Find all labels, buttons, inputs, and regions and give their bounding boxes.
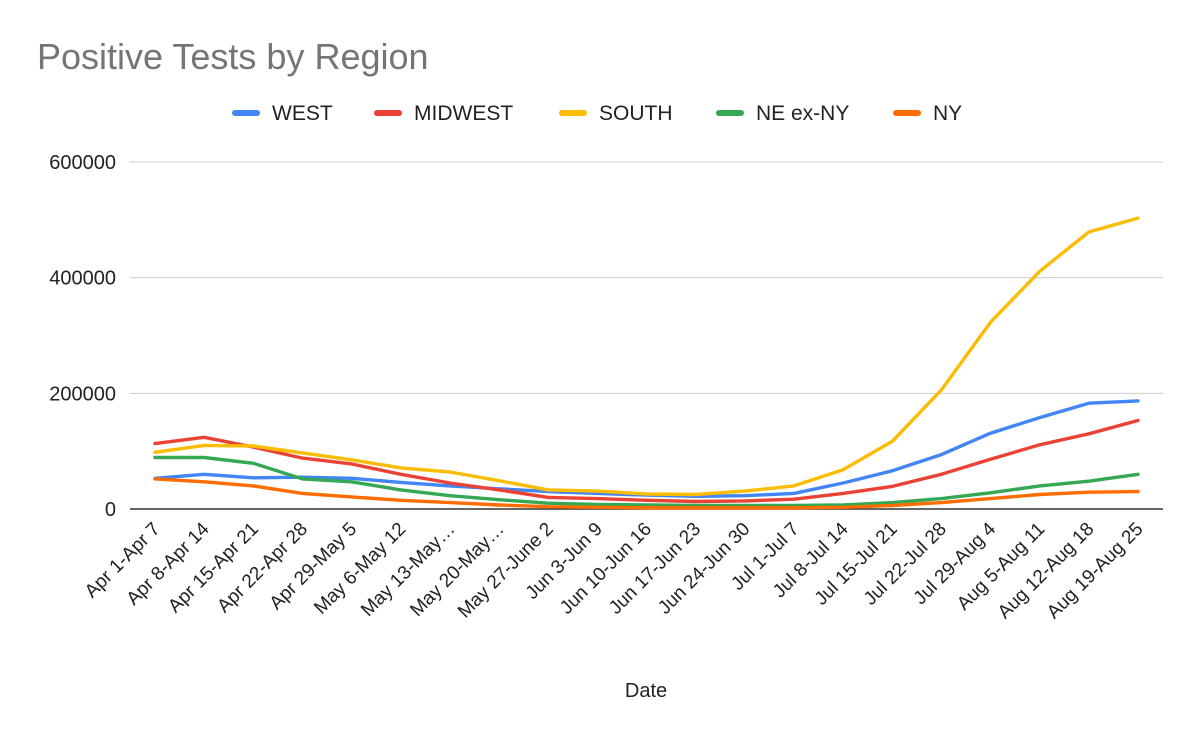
legend-swatch xyxy=(232,110,260,116)
legend-item-ny[interactable]: NY xyxy=(893,102,962,125)
series-lines xyxy=(153,216,1140,510)
x-axis-title: Date xyxy=(625,680,667,702)
legend-swatch xyxy=(716,110,744,116)
legend-item-south[interactable]: SOUTH xyxy=(559,102,673,125)
y-tick-label: 400000 xyxy=(49,268,116,290)
gridlines xyxy=(130,161,1163,510)
legend-swatch xyxy=(559,110,587,116)
y-tick-label: 200000 xyxy=(49,383,116,405)
legend-swatch xyxy=(374,110,402,116)
legend-item-west[interactable]: WEST xyxy=(232,102,333,125)
legend-label: SOUTH xyxy=(599,102,673,125)
legend-label: NY xyxy=(933,102,962,125)
series-line-south xyxy=(153,216,1140,497)
legend-swatch xyxy=(893,110,921,116)
legend-label: NE ex-NY xyxy=(756,102,849,125)
series-line-midwest xyxy=(153,418,1140,504)
legend: WEST MIDWEST SOUTH NE ex-NY NY xyxy=(232,102,962,125)
series-line-west xyxy=(153,399,1140,498)
y-tick-label: 600000 xyxy=(49,152,116,174)
legend-label: WEST xyxy=(272,102,333,125)
legend-label: MIDWEST xyxy=(414,102,513,125)
y-axis-ticks: 0 200000 400000 600000 xyxy=(49,152,116,521)
legend-item-midwest[interactable]: MIDWEST xyxy=(374,102,513,125)
y-tick-label: 0 xyxy=(105,499,116,521)
series-line-ne-ex-ny xyxy=(153,455,1140,508)
legend-item-ne-ex-ny[interactable]: NE ex-NY xyxy=(716,102,849,125)
series-line-ny xyxy=(153,477,1140,510)
chart-title: Positive Tests by Region xyxy=(37,36,429,77)
